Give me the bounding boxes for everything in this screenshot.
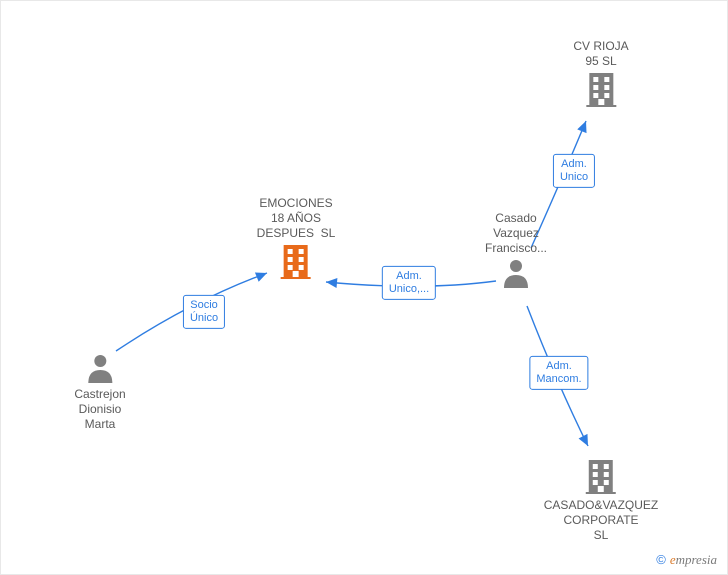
edge-label-socio-unico: Socio Único (183, 295, 225, 329)
person-icon (74, 353, 125, 383)
watermark: ©empresia (656, 552, 717, 568)
node-label: CASADO&VAZQUEZ CORPORATE SL (544, 498, 658, 543)
node-label: EMOCIONES 18 AÑOS DESPUES SL (257, 196, 336, 241)
node-castrejon[interactable]: Castrejon Dionisio Marta (74, 351, 125, 432)
node-casado-vazquez-corp[interactable]: CASADO&VAZQUEZ CORPORATE SL (544, 456, 658, 543)
building-icon (544, 458, 658, 494)
node-label: Casado Vazquez Francisco... (485, 211, 547, 256)
building-icon (573, 71, 628, 107)
edge-label-adm-unico-2: Adm. Unico (553, 154, 595, 188)
node-casado[interactable]: Casado Vazquez Francisco... (485, 211, 547, 288)
node-label: Castrejon Dionisio Marta (74, 387, 125, 432)
edge-label-adm-mancom: Adm. Mancom. (529, 356, 588, 390)
edge-label-adm-unico: Adm. Unico,... (382, 266, 436, 300)
node-cvrioja[interactable]: CV RIOJA 95 SL (573, 39, 628, 107)
diagram-canvas: Castrejon Dionisio Marta EMOCIONES 18 AÑ… (0, 0, 728, 575)
copyright-symbol: © (656, 552, 666, 567)
node-emociones[interactable]: EMOCIONES 18 AÑOS DESPUES SL (257, 196, 336, 279)
node-label: CV RIOJA 95 SL (573, 39, 628, 69)
building-icon (257, 243, 336, 279)
person-icon (485, 258, 547, 288)
watermark-rest: mpresia (676, 552, 717, 567)
